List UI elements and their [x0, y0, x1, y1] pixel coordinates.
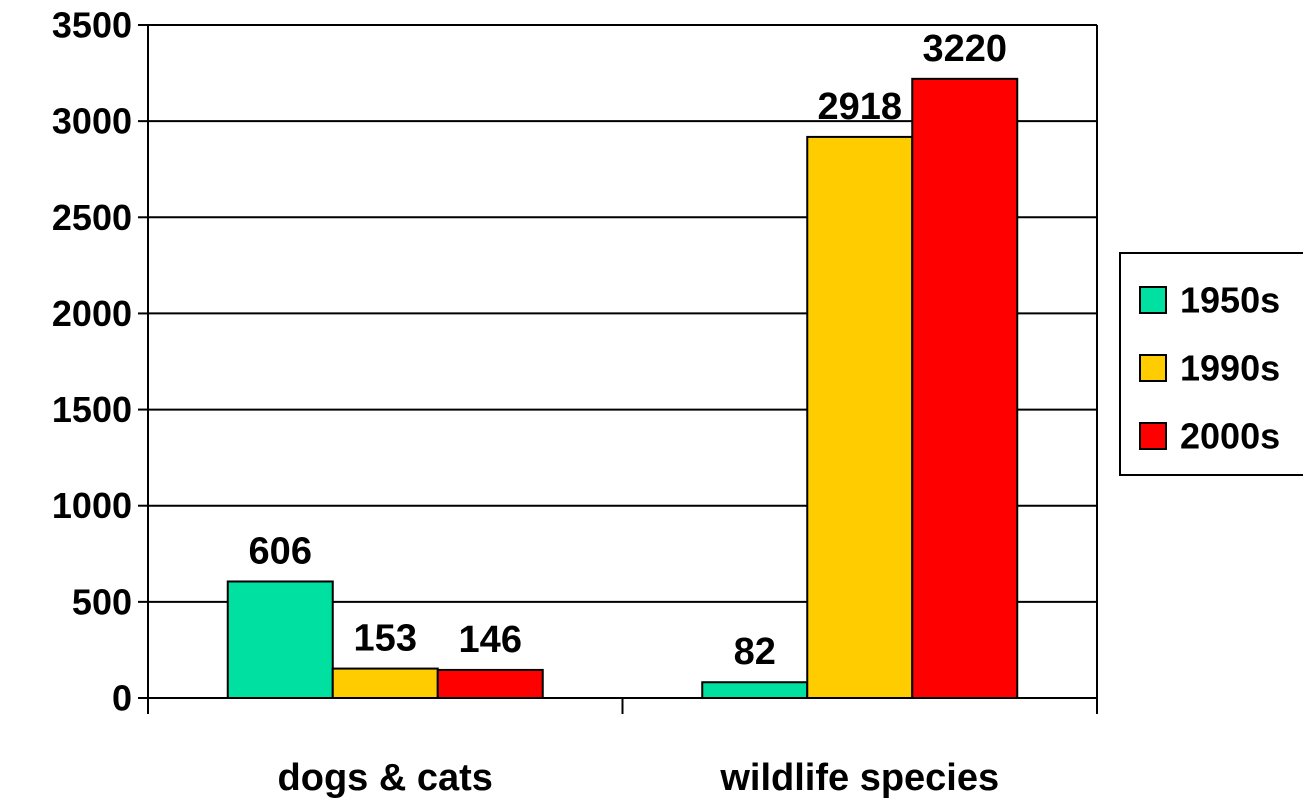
bar: [701, 681, 809, 699]
axes: [147, 24, 1098, 714]
legend-label: 1950s: [1180, 280, 1280, 321]
y-tick-label: 3000: [52, 101, 132, 142]
legend-label: 1990s: [1180, 348, 1280, 389]
bar: [331, 667, 439, 699]
y-axis-ticks: 0 500 1000 1500 2000 2500 3000 3500: [52, 5, 148, 719]
bar: [436, 668, 544, 699]
category-label: dogs & cats: [278, 757, 493, 799]
data-label: 606: [249, 530, 312, 572]
bars: [226, 77, 1019, 699]
y-tick-label: 2500: [52, 197, 132, 238]
legend-swatch: [1139, 286, 1167, 314]
x-axis-categories: dogs & cats wildlife species: [278, 757, 1000, 799]
legend: 1950s 1990s 2000s: [1119, 252, 1303, 476]
y-tick-label: 0: [112, 678, 132, 719]
y-tick-label: 1000: [52, 485, 132, 526]
data-labels: 606 153 146 82 2918 3220: [249, 28, 1007, 673]
data-label: 3220: [922, 28, 1007, 70]
y-tick-label: 3500: [52, 5, 132, 46]
data-label: 146: [459, 619, 522, 661]
legend-swatch: [1139, 354, 1167, 382]
data-label: 82: [734, 631, 776, 673]
data-label: 2918: [817, 86, 902, 128]
category-label: wildlife species: [719, 757, 999, 799]
legend-label: 2000s: [1180, 416, 1280, 457]
bar: [226, 580, 334, 699]
data-label: 153: [354, 618, 417, 660]
legend-swatch: [1139, 422, 1167, 450]
bar: [806, 135, 914, 699]
y-tick-label: 1500: [52, 389, 132, 430]
bar: [911, 77, 1019, 699]
y-tick-label: 500: [72, 581, 132, 622]
y-tick-label: 2000: [52, 293, 132, 334]
